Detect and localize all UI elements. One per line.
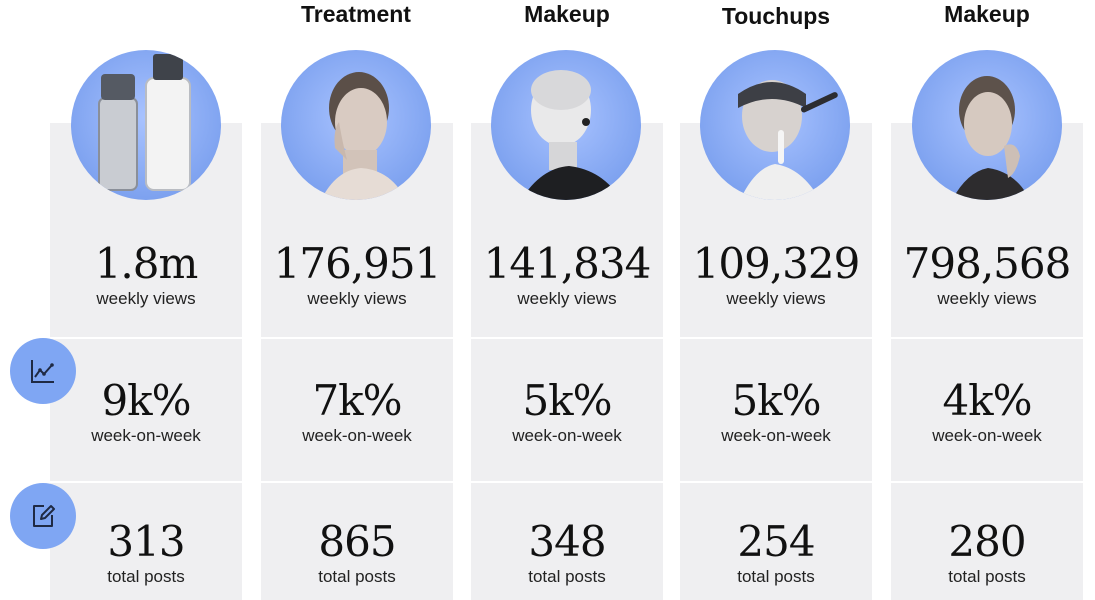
stat-card-5: 798,568 weekly views 4k% week-on-week 28… xyxy=(891,123,1083,600)
divider xyxy=(680,481,872,483)
views-value: 798,568 xyxy=(903,239,1072,288)
posts-block: 280 total posts xyxy=(891,521,1083,587)
growth-value: 7k% xyxy=(312,376,402,425)
growth-label: week-on-week xyxy=(932,426,1042,445)
stat-card-4: 109,329 weekly views 5k% week-on-week 25… xyxy=(680,123,872,600)
views-block: 798,568 weekly views xyxy=(891,243,1083,309)
views-label: weekly views xyxy=(96,289,196,308)
views-block: 109,329 weekly views xyxy=(680,243,872,309)
growth-label: week-on-week xyxy=(512,426,622,445)
divider xyxy=(50,481,242,483)
views-label: weekly views xyxy=(307,289,407,308)
posts-block: 348 total posts xyxy=(471,521,663,587)
posts-block: 254 total posts xyxy=(680,521,872,587)
trend-chart-icon xyxy=(31,360,54,383)
posts-block: 313 total posts xyxy=(50,521,242,587)
views-value: 176,951 xyxy=(273,239,442,288)
woman-hand-chin-portrait xyxy=(952,76,1030,200)
divider xyxy=(471,481,663,483)
stat-card-2: 176,951 weekly views 7k% week-on-week 86… xyxy=(261,123,453,600)
posts-label: total posts xyxy=(528,567,606,586)
posts-block: 865 total posts xyxy=(261,521,453,587)
growth-block: 4k% week-on-week xyxy=(891,380,1083,446)
views-block: 141,834 weekly views xyxy=(471,243,663,309)
divider xyxy=(261,481,453,483)
edit-note-icon xyxy=(33,505,55,527)
divider xyxy=(50,337,242,339)
views-value: 141,834 xyxy=(483,239,652,288)
divider xyxy=(471,337,663,339)
posts-value: 254 xyxy=(737,517,815,566)
makeup-application-portrait xyxy=(738,80,838,200)
growth-label: week-on-week xyxy=(91,426,201,445)
posts-label: total posts xyxy=(737,567,815,586)
posts-label: total posts xyxy=(948,567,1026,586)
posts-label: total posts xyxy=(318,567,396,586)
views-block: 1.8m weekly views xyxy=(50,243,242,309)
posts-value: 348 xyxy=(528,517,606,566)
column-title-5: Makeup xyxy=(944,0,1030,27)
posts-value: 280 xyxy=(948,517,1026,566)
divider xyxy=(680,337,872,339)
posts-value: 865 xyxy=(318,517,396,566)
treatment-image xyxy=(281,50,431,200)
divider xyxy=(261,337,453,339)
divider xyxy=(891,337,1083,339)
views-block: 176,951 weekly views xyxy=(261,243,453,309)
makeup-2-image xyxy=(912,50,1062,200)
views-label: weekly views xyxy=(726,289,826,308)
growth-block: 9k% week-on-week xyxy=(50,380,242,446)
touchups-image xyxy=(700,50,850,200)
divider xyxy=(891,481,1083,483)
views-label: weekly views xyxy=(517,289,617,308)
growth-block: 5k% week-on-week xyxy=(680,380,872,446)
stat-card-1: 1.8m weekly views 9k% week-on-week 313 t… xyxy=(50,123,242,600)
growth-label: week-on-week xyxy=(302,426,412,445)
woman-portrait xyxy=(321,72,406,200)
column-title-4: Touchups xyxy=(721,2,831,29)
bottles-image xyxy=(71,50,221,200)
growth-value: 9k% xyxy=(101,376,191,425)
shaved-head-portrait xyxy=(521,70,621,200)
growth-block: 5k% week-on-week xyxy=(471,380,663,446)
growth-label: week-on-week xyxy=(721,426,831,445)
posts-badge xyxy=(10,483,76,549)
growth-value: 4k% xyxy=(942,376,1032,425)
bottles-icon xyxy=(98,54,191,191)
column-title-3: Makeup xyxy=(524,0,610,27)
growth-value: 5k% xyxy=(731,376,821,425)
makeup-image xyxy=(491,50,641,200)
posts-label: total posts xyxy=(107,567,185,586)
posts-value: 313 xyxy=(107,517,185,566)
views-value: 1.8m xyxy=(94,239,199,288)
growth-block: 7k% week-on-week xyxy=(261,380,453,446)
views-label: weekly views xyxy=(937,289,1037,308)
trend-badge xyxy=(10,338,76,404)
column-title-2: Treatment xyxy=(301,0,411,27)
stat-card-3: 141,834 weekly views 5k% week-on-week 34… xyxy=(471,123,663,600)
growth-value: 5k% xyxy=(522,376,612,425)
views-value: 109,329 xyxy=(692,239,861,288)
